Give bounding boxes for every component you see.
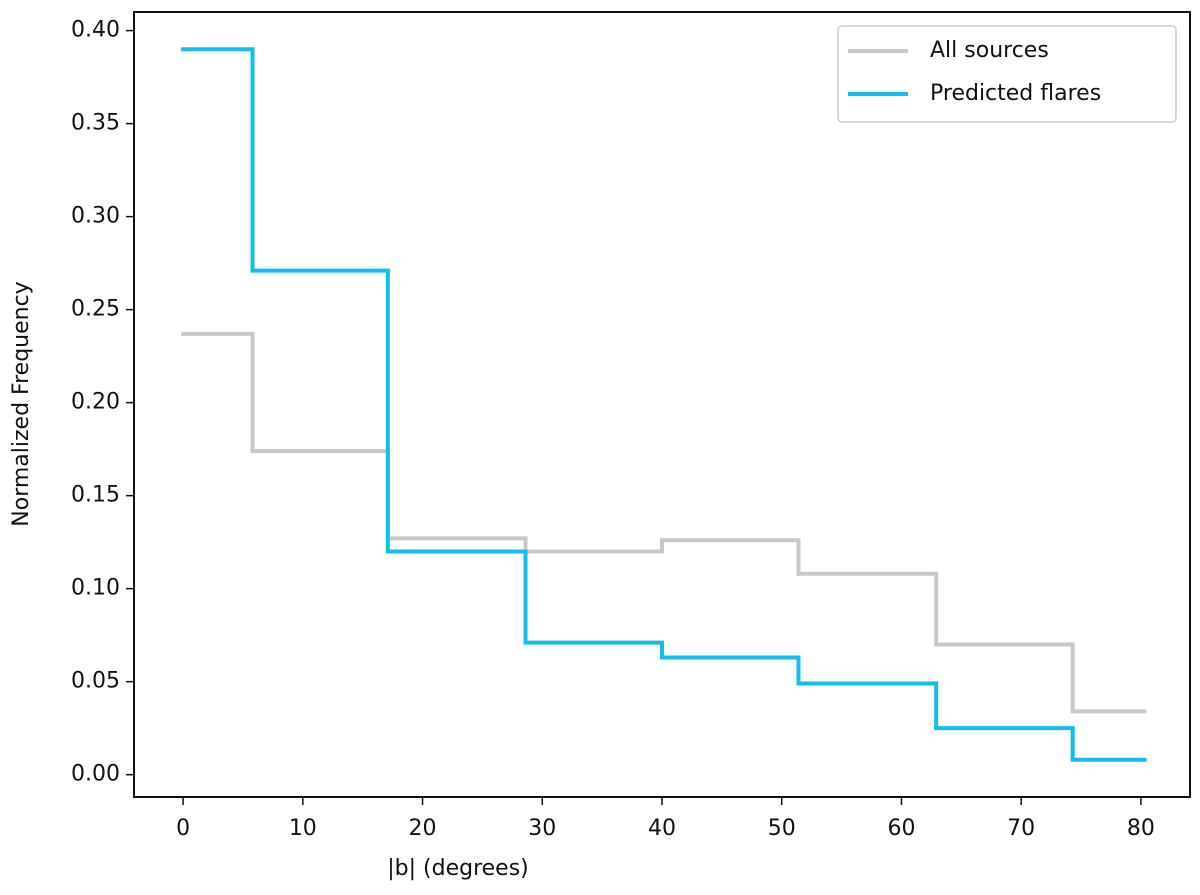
- legend-box: [837, 25, 1177, 123]
- x-tick-label: 20: [409, 816, 437, 841]
- x-axis-label: |b| (degrees): [387, 856, 529, 881]
- y-tick-label: 0.15: [71, 483, 120, 508]
- legend-label: Predicted flares: [930, 81, 1101, 106]
- x-tick-label: 30: [528, 816, 556, 841]
- x-tick-label: 50: [768, 816, 796, 841]
- y-tick-label: 0.40: [71, 18, 120, 43]
- x-tick-label: 40: [648, 816, 676, 841]
- x-tick-label: 60: [887, 816, 915, 841]
- legend-label: All sources: [930, 38, 1049, 63]
- plot-frame: [133, 11, 1191, 798]
- y-tick-label: 0.00: [71, 762, 120, 787]
- y-tick-label: 0.05: [71, 669, 120, 694]
- y-tick-label: 0.30: [71, 204, 120, 229]
- x-tick-label: 70: [1007, 816, 1035, 841]
- x-tick-label: 0: [176, 816, 190, 841]
- y-tick-label: 0.10: [71, 576, 120, 601]
- x-tick-label: 80: [1127, 816, 1155, 841]
- y-tick-label: 0.25: [71, 297, 120, 322]
- x-tick-label: 10: [289, 816, 317, 841]
- y-axis-label: Normalized Frequency: [9, 281, 34, 526]
- y-tick-label: 0.35: [71, 111, 120, 136]
- y-tick-label: 0.20: [71, 390, 120, 415]
